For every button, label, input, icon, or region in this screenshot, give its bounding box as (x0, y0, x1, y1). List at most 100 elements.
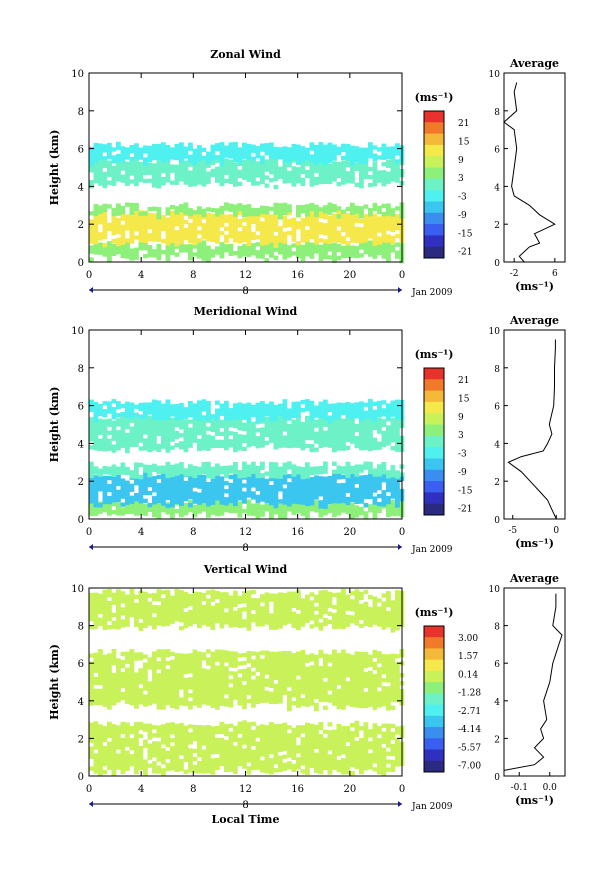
data-cell (327, 670, 333, 675)
data-cell (291, 217, 297, 222)
data-cell (395, 746, 400, 751)
data-cell (255, 502, 261, 508)
data-cell (372, 145, 378, 150)
data-cell (93, 620, 99, 625)
data-cell (179, 481, 184, 486)
data-cell (246, 414, 252, 419)
data-cell (314, 160, 319, 166)
data-cell (129, 402, 135, 407)
data-cell (255, 659, 261, 665)
data-cell (201, 446, 207, 451)
data-cell (287, 655, 292, 660)
colorbar-tick-label: -15 (458, 229, 473, 239)
data-cell (237, 669, 243, 674)
data-cell (89, 681, 94, 686)
data-cell (287, 474, 292, 479)
data-cell (233, 695, 238, 700)
data-cell (201, 487, 207, 492)
data-cell (345, 410, 351, 415)
data-cell (120, 439, 126, 444)
data-cell (260, 724, 265, 729)
data-cell (305, 204, 310, 209)
data-cell (372, 723, 378, 728)
data-cell (93, 483, 99, 488)
data-cell (143, 654, 148, 659)
data-cell (278, 735, 283, 740)
avg-x-tick-label: -5 (508, 526, 517, 536)
data-cell (179, 161, 184, 166)
data-cell (309, 677, 315, 682)
data-cell (102, 745, 108, 751)
data-cell (152, 765, 157, 770)
data-cell (206, 509, 211, 514)
data-cell (350, 747, 355, 752)
data-cell (183, 701, 189, 707)
data-cell (134, 606, 139, 611)
average-frame (503, 72, 566, 263)
data-cell (147, 605, 153, 610)
data-cell (354, 443, 360, 449)
data-cell (111, 673, 117, 678)
data-cell (341, 438, 346, 443)
data-cell (368, 438, 373, 443)
data-cell (237, 235, 243, 240)
data-cell (89, 693, 94, 698)
data-cell (309, 763, 315, 768)
data-cell (273, 480, 279, 485)
data-cell (107, 249, 112, 254)
data-cell (188, 405, 193, 410)
data-cell (359, 738, 364, 743)
data-cell (354, 158, 360, 163)
data-cell (368, 765, 373, 770)
data-cell (116, 617, 121, 622)
data-cell (183, 160, 189, 165)
data-cell (282, 435, 288, 440)
data-cell (269, 230, 274, 235)
data-cell (156, 753, 162, 758)
data-cell (120, 240, 126, 245)
data-cell (354, 671, 360, 676)
data-cell (246, 750, 252, 755)
data-cell (237, 250, 243, 255)
data-cell (345, 476, 351, 482)
data-cell (102, 662, 108, 667)
data-cell (134, 499, 139, 504)
data-cell (246, 738, 252, 743)
data-cell (125, 509, 130, 514)
data-cell (296, 691, 301, 696)
data-cell (170, 404, 175, 409)
colorbar-tick-label: 9 (458, 156, 464, 166)
data-cell (345, 217, 351, 222)
data-cell (147, 423, 153, 429)
data-cell (179, 723, 184, 728)
data-cell (188, 693, 193, 698)
data-cell (372, 735, 378, 740)
data-cell (278, 479, 283, 484)
data-cell (332, 685, 337, 690)
data-cell (251, 679, 256, 684)
data-cell (111, 218, 117, 224)
data-cell (323, 761, 328, 766)
data-cell (251, 491, 256, 496)
data-cell (359, 438, 364, 443)
avg-y-tick-label: 6 (494, 146, 500, 156)
data-cell (287, 431, 292, 437)
data-cell (102, 227, 108, 232)
data-cell (251, 699, 256, 704)
data-cell (206, 741, 211, 746)
data-cell (102, 605, 108, 611)
data-cell (287, 210, 292, 216)
data-cell (296, 443, 301, 448)
data-cell (332, 254, 337, 259)
data-cell (377, 758, 382, 763)
date-label: Jan 2009 (411, 288, 453, 298)
data-cell (282, 202, 288, 207)
data-cell (309, 507, 315, 512)
data-cell (174, 435, 180, 440)
data-cell (165, 730, 171, 736)
data-cell (354, 752, 360, 757)
data-cell (219, 242, 225, 247)
data-cell (255, 761, 261, 766)
data-cell (386, 150, 391, 155)
data-cell (323, 480, 328, 485)
